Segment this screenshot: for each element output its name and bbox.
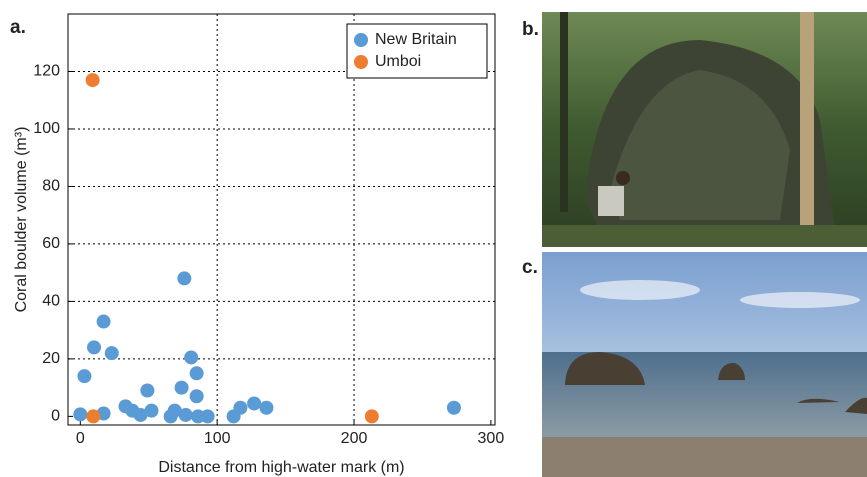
legend-label: New Britain bbox=[375, 31, 457, 48]
point bbox=[73, 407, 87, 421]
y-tick-label: 120 bbox=[33, 63, 60, 80]
point bbox=[140, 384, 154, 398]
point bbox=[175, 381, 189, 395]
y-tick-label: 60 bbox=[42, 235, 60, 252]
point bbox=[201, 409, 215, 423]
legend-marker bbox=[354, 55, 368, 69]
point bbox=[87, 340, 101, 354]
point bbox=[105, 346, 119, 360]
x-tick-label: 200 bbox=[341, 430, 368, 447]
y-axis-label: Coral boulder volume (m³) bbox=[13, 127, 30, 313]
photo-c bbox=[542, 252, 867, 477]
point bbox=[144, 404, 158, 418]
point bbox=[86, 409, 100, 423]
panel-label: a. bbox=[10, 17, 26, 38]
y-tick-label: 0 bbox=[51, 408, 60, 425]
point bbox=[77, 369, 91, 383]
point bbox=[259, 401, 273, 415]
point bbox=[190, 389, 204, 403]
point bbox=[190, 366, 204, 380]
x-tick-label: 100 bbox=[204, 430, 231, 447]
point bbox=[447, 401, 461, 415]
y-tick-label: 80 bbox=[42, 178, 60, 195]
point bbox=[247, 396, 261, 410]
y-tick-label: 20 bbox=[42, 350, 60, 367]
point bbox=[97, 315, 111, 329]
point bbox=[177, 271, 191, 285]
x-tick-label: 0 bbox=[76, 430, 85, 447]
point bbox=[179, 408, 193, 422]
point bbox=[86, 73, 100, 87]
legend-label: Umboi bbox=[375, 53, 421, 70]
x-tick-label: 300 bbox=[478, 430, 505, 447]
point bbox=[365, 409, 379, 423]
y-tick-label: 40 bbox=[42, 293, 60, 310]
point bbox=[233, 401, 247, 415]
y-tick-label: 100 bbox=[33, 120, 60, 137]
photo-b bbox=[542, 12, 867, 247]
point bbox=[184, 350, 198, 364]
legend-marker bbox=[354, 33, 368, 47]
x-axis-label: Distance from high-water mark (m) bbox=[158, 459, 404, 476]
photo-label: b. bbox=[522, 19, 539, 40]
figure: a. b. c. 0 20 40 60 80 100 120 0 100 200 300 Distan… bbox=[0, 0, 867, 477]
photo-label: c. bbox=[522, 257, 538, 278]
